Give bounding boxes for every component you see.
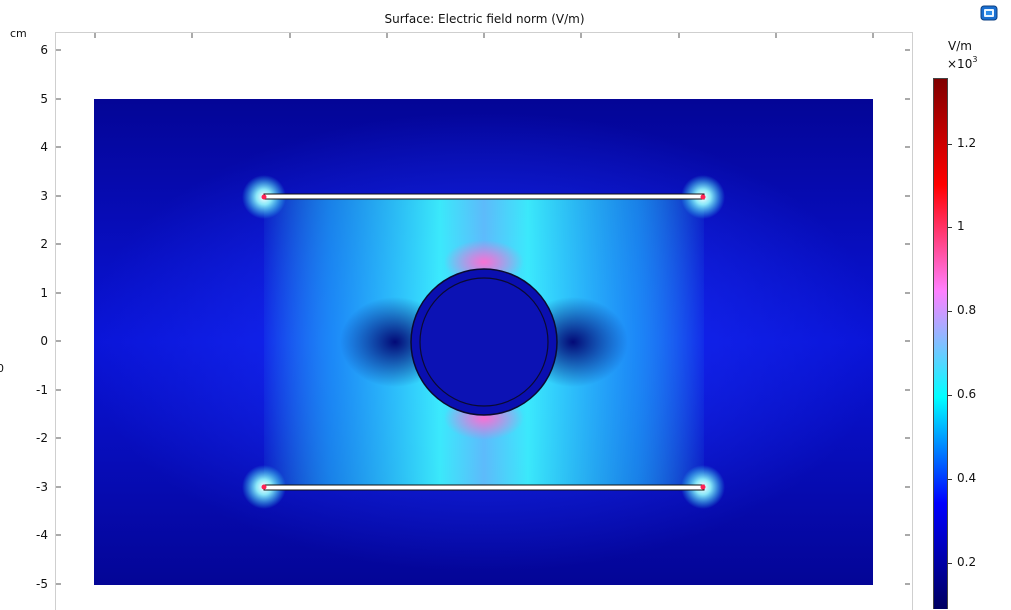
colorbar-tick xyxy=(948,144,952,145)
y-tick-label: -2 xyxy=(36,431,48,445)
inner-cylinder xyxy=(419,277,549,407)
y-tick-label: 4 xyxy=(40,140,48,154)
plot-title: Surface: Electric field norm (V/m) xyxy=(384,12,585,26)
electrode-tip xyxy=(261,194,267,200)
colorbar-scale-factor: ×103 xyxy=(947,55,978,71)
electrode-tip xyxy=(700,484,706,490)
colorbar-tick xyxy=(948,563,952,564)
colorbar xyxy=(933,78,948,609)
colorbar-tick xyxy=(948,311,952,312)
y-axis-ticks xyxy=(56,49,910,585)
y-axis-unit: cm xyxy=(10,27,27,40)
colorbar-unit: V/m xyxy=(948,39,972,53)
clipped-axis-label: 0 xyxy=(0,362,4,375)
bottom-electrode xyxy=(263,484,705,491)
y-tick-label: 2 xyxy=(40,237,48,251)
zoom-extents-button[interactable] xyxy=(978,3,1000,23)
y-tick-label: 3 xyxy=(40,189,48,203)
y-tick-label: 0 xyxy=(40,334,48,348)
colorbar-tick-label: 0.4 xyxy=(957,471,977,485)
colorbar-tick xyxy=(948,227,952,228)
y-tick-label: -4 xyxy=(36,528,48,542)
axis-frame xyxy=(55,32,913,610)
y-tick-label: 5 xyxy=(40,92,48,106)
electrode-tip xyxy=(700,194,706,200)
colorbar-tick-label: 1 xyxy=(957,219,965,233)
colorbar-tick xyxy=(948,479,952,480)
top-electrode xyxy=(263,193,705,200)
colorbar-tick-label: 1.2 xyxy=(957,136,977,150)
y-tick-label: -3 xyxy=(36,480,48,494)
colorbar-tick-label: 0.6 xyxy=(957,387,977,401)
y-tick-label: 6 xyxy=(40,43,48,57)
colorbar-tick-label: 0.2 xyxy=(957,555,977,569)
y-tick-label: -1 xyxy=(36,383,48,397)
zoom-extents-icon xyxy=(980,5,998,21)
y-tick-label: -5 xyxy=(36,577,48,591)
colorbar-tick xyxy=(948,395,952,396)
colorbar-tick-label: 0.8 xyxy=(957,303,977,317)
x-axis-ticks xyxy=(94,33,874,38)
y-tick-label: 1 xyxy=(40,286,48,300)
electrode-tip xyxy=(261,484,267,490)
